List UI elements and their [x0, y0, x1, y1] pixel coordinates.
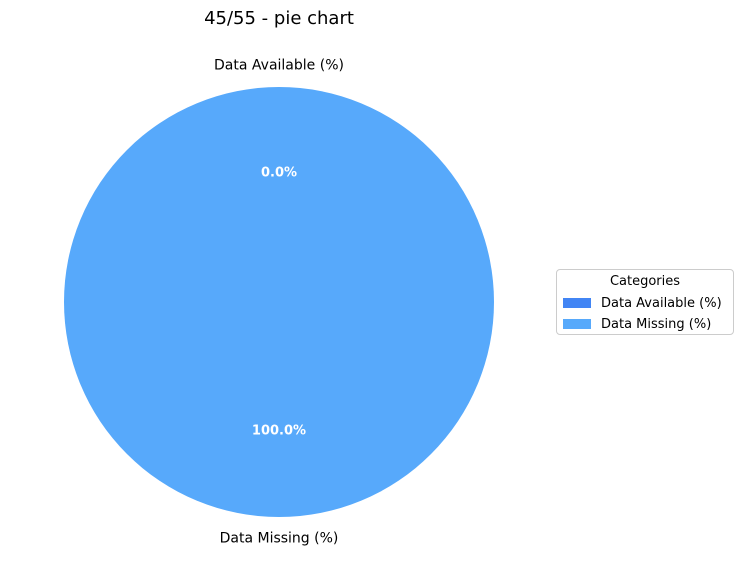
pie-slices — [64, 87, 494, 517]
pie-labels: Data Available (%) 0.0% Data Missing (%) 10… — [214, 58, 344, 547]
pie-percent-label-data-available: 0.0% — [261, 166, 297, 181]
legend-label-data-available: Data Available (%) — [601, 295, 722, 311]
pie-slice-data-missing — [64, 87, 494, 517]
legend-entry-data-missing: Data Missing (%) — [563, 316, 711, 332]
legend-swatch-data-missing — [563, 319, 591, 329]
legend-swatch-data-available — [563, 298, 591, 308]
pie-category-label-data-available: Data Available (%) — [214, 58, 344, 74]
legend-entry-data-available: Data Available (%) — [563, 295, 722, 311]
legend: Categories Data Available (%) Data Missi… — [556, 269, 734, 335]
legend-label-data-missing: Data Missing (%) — [601, 316, 712, 332]
legend-title: Categories — [609, 274, 681, 289]
chart-title: 45/55 - pie chart — [204, 8, 354, 29]
pie-percent-label-data-missing: 100.0% — [252, 424, 306, 439]
pie-category-label-data-missing: Data Missing (%) — [220, 531, 339, 547]
